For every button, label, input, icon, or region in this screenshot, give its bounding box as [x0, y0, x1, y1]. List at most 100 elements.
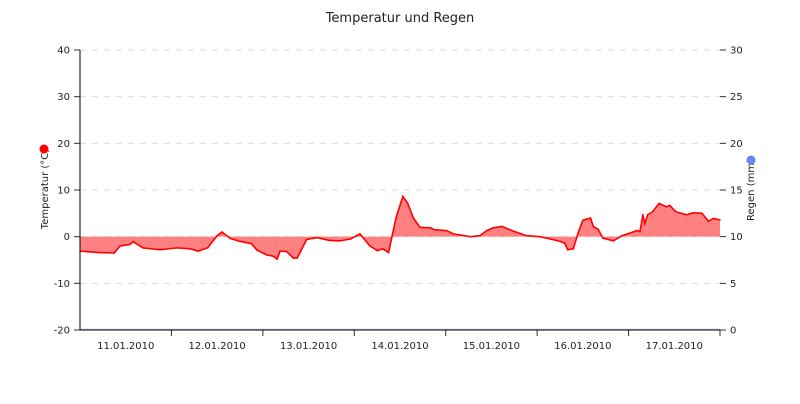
temperature-point	[132, 241, 135, 243]
temperature-point	[639, 230, 641, 233]
y-right-tick-label: 0	[730, 326, 736, 337]
y-right-tick-label: 20	[730, 139, 743, 150]
temperature-point	[429, 227, 432, 229]
temperature-point	[279, 250, 281, 252]
temperature-point	[406, 202, 409, 204]
temperature-point	[589, 217, 592, 219]
y-left-tick-label: 10	[57, 186, 70, 197]
temperature-point	[387, 251, 390, 254]
temperature-point	[376, 249, 378, 252]
temperature-point	[359, 233, 361, 235]
temperature-point	[597, 228, 599, 230]
x-tick-label: 16.01.2010	[554, 341, 611, 352]
x-tick-label: 15.01.2010	[463, 341, 520, 352]
y-left-tick-label: 20	[57, 139, 70, 150]
y-left-tick-label: -20	[54, 326, 70, 337]
temperature-point	[642, 213, 644, 216]
temperature-point	[128, 243, 131, 246]
x-tick-label: 11.01.2010	[97, 341, 154, 352]
x-tick-label: 12.01.2010	[189, 341, 246, 352]
temperature-point	[349, 238, 352, 240]
y-left-tick-label: -10	[54, 279, 70, 290]
temperature-point	[577, 232, 579, 234]
temperature-point	[265, 254, 268, 256]
legend-rain-dot[interactable]	[746, 155, 756, 165]
legend-temperature-dot[interactable]	[39, 144, 49, 154]
temperature-point	[602, 237, 604, 239]
temperature-point	[368, 244, 371, 247]
temperature-point	[452, 233, 455, 235]
temperature-point	[189, 248, 192, 250]
x-tick-label: 17.01.2010	[646, 341, 703, 352]
temperature-point	[395, 216, 397, 218]
temperature-point	[276, 258, 278, 260]
y-left-tick-label: 40	[57, 46, 70, 57]
temperature-line	[79, 194, 721, 261]
temperature-point	[485, 229, 488, 232]
temperature-point	[239, 240, 241, 243]
y-right-tick-label: 5	[730, 279, 736, 290]
temperature-point	[582, 219, 584, 222]
temperature-point	[159, 248, 161, 251]
temperature-point	[566, 248, 569, 251]
temperature-point	[433, 228, 436, 231]
temperature-point	[559, 240, 561, 243]
temperature-point	[651, 211, 654, 213]
temperature-point	[445, 229, 448, 232]
chart-title: Temperatur und Regen	[325, 11, 475, 26]
x-tick-label: 13.01.2010	[280, 341, 337, 352]
temperature-point	[221, 231, 223, 233]
temperature-point	[719, 219, 721, 221]
temperature-point	[621, 234, 623, 237]
temperature-point	[712, 217, 715, 220]
temperature-point	[176, 247, 178, 249]
temperature-point	[391, 234, 394, 236]
temperature-point	[592, 225, 595, 228]
temperature-point	[707, 220, 710, 223]
temperature-point	[229, 237, 232, 240]
temperature-point	[636, 229, 638, 232]
temperature-point	[119, 245, 121, 247]
temperature-point	[668, 204, 671, 207]
temperature-point	[339, 240, 341, 242]
y-right-axis-label: Regen (mm)	[746, 159, 757, 221]
temperature-point	[643, 222, 646, 225]
temperature-point	[572, 248, 575, 250]
temperature-point	[256, 249, 258, 251]
temperature-point	[292, 257, 295, 259]
temperature-point	[658, 202, 660, 205]
temperature-point	[328, 239, 331, 242]
temperature-point	[675, 211, 677, 213]
y-right-tick-label: 25	[730, 92, 743, 103]
temperature-point	[549, 238, 552, 240]
temperature-point	[665, 206, 668, 208]
temperature-point	[250, 242, 253, 245]
temperature-point	[142, 247, 144, 249]
temperature-point	[216, 234, 218, 237]
temperature-point	[692, 212, 695, 214]
y-right-tick-label: 10	[730, 232, 743, 243]
temperature-point	[296, 257, 298, 259]
temperature-point	[419, 226, 421, 229]
y-left-tick-label: 0	[64, 232, 70, 243]
temperature-point	[479, 234, 481, 237]
x-tick-label: 14.01.2010	[371, 341, 428, 352]
temperature-point	[612, 240, 615, 242]
temperature-point	[563, 242, 566, 244]
temperature-point	[113, 252, 116, 254]
temperature-point	[492, 227, 495, 229]
temperature-point	[469, 235, 472, 238]
temperature-point	[525, 234, 528, 237]
temperature-point	[197, 250, 199, 252]
temperature-point	[701, 212, 703, 215]
temperature-area	[80, 196, 720, 260]
temperature-point	[272, 255, 275, 258]
y-left-axis-label: Temperatur (°C)	[40, 149, 51, 230]
temperature-point	[206, 247, 209, 249]
temperature-point	[412, 217, 415, 219]
series-layer	[79, 194, 721, 331]
temperature-point	[98, 251, 100, 254]
temperature-point	[646, 213, 649, 216]
temperature-point	[382, 248, 384, 250]
